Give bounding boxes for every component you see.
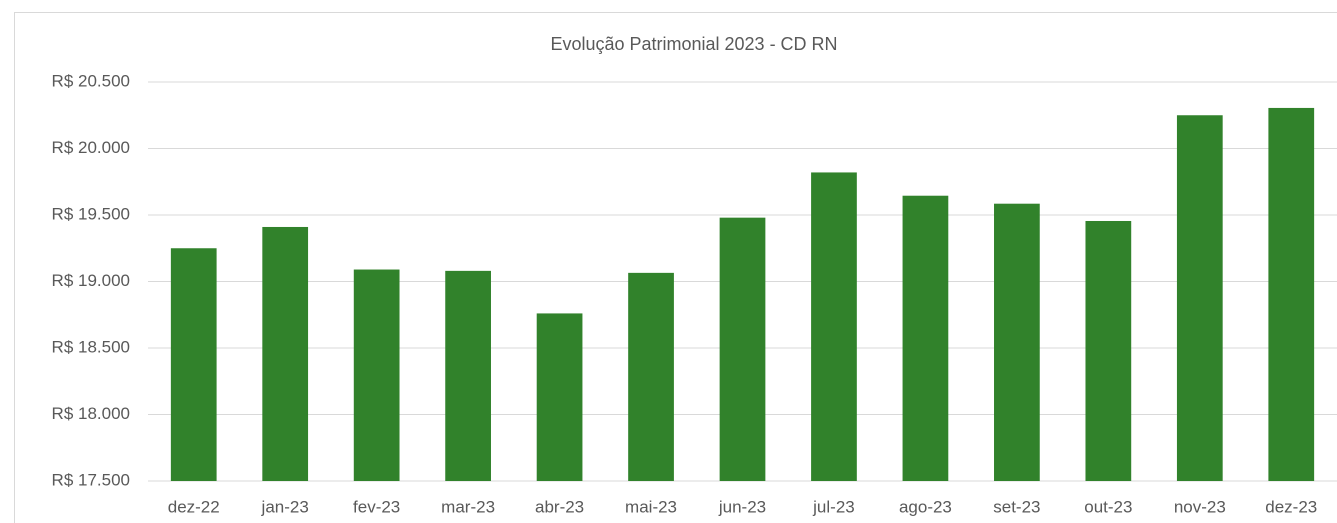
bar <box>170 248 217 481</box>
bar <box>811 172 857 481</box>
x-tick-label: dez-23 <box>1265 497 1317 516</box>
bar <box>353 269 400 481</box>
bar <box>1268 107 1315 481</box>
x-tick-label: mai-23 <box>625 497 677 516</box>
bar <box>719 217 766 481</box>
x-tick-label: mar-23 <box>441 497 495 516</box>
chart-title: Evolução Patrimonial 2023 - CD RN <box>550 34 837 54</box>
bar <box>1176 115 1223 481</box>
bar <box>445 270 491 481</box>
y-tick-label: R$ 20.000 <box>52 138 130 157</box>
bar <box>994 203 1040 481</box>
bar <box>902 195 949 481</box>
x-tick-label: jan-23 <box>261 497 309 516</box>
y-tick-label: R$ 18.500 <box>52 337 130 356</box>
y-tick-label: R$ 19.500 <box>52 204 130 223</box>
x-tick-label: abr-23 <box>535 497 584 516</box>
x-tick-label: out-23 <box>1084 497 1132 516</box>
x-tick-label: ago-23 <box>899 497 952 516</box>
y-tick-label: R$ 17.500 <box>52 470 130 489</box>
bar <box>536 313 583 481</box>
y-tick-label: R$ 20.500 <box>52 71 130 90</box>
bar <box>628 272 674 481</box>
y-tick-label: R$ 19.000 <box>52 271 130 290</box>
x-tick-label: jul-23 <box>812 497 855 516</box>
y-tick-label: R$ 18.000 <box>52 404 130 423</box>
bar <box>1085 220 1132 482</box>
x-tick-label: jun-23 <box>718 497 766 516</box>
x-tick-label: nov-23 <box>1174 497 1226 516</box>
x-tick-label: dez-22 <box>168 497 220 516</box>
x-tick-label: set-23 <box>993 497 1040 516</box>
bar <box>262 226 309 481</box>
x-tick-label: fev-23 <box>353 497 400 516</box>
